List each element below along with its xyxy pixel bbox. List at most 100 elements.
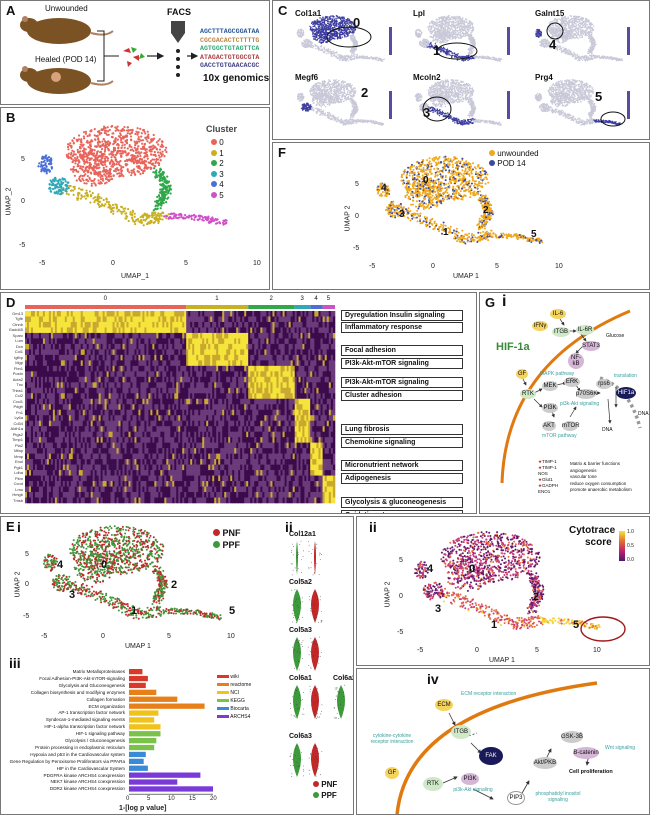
feature-point (310, 42, 312, 44)
feature-point (468, 37, 470, 39)
feature-point (449, 24, 451, 27)
feature-point (329, 38, 331, 41)
umap-point (155, 171, 158, 175)
feature-point (456, 56, 459, 59)
umap-point (84, 197, 87, 200)
feature-point (325, 30, 327, 32)
feature-point (352, 30, 355, 32)
feature-point (435, 18, 437, 21)
feature-point (449, 35, 452, 37)
umap-point (107, 133, 110, 136)
feature-colorbar (389, 27, 392, 55)
feature-point (447, 23, 450, 25)
umap-point (58, 188, 61, 192)
feature-point (443, 34, 446, 36)
feature-point (321, 39, 323, 41)
genomics-label: 10x genomics (203, 73, 269, 84)
umap-point (85, 182, 88, 185)
umap-point (79, 153, 82, 156)
umap-point (73, 174, 76, 177)
feature-point (349, 19, 351, 22)
umap-point (83, 182, 86, 185)
umap-point (51, 187, 55, 191)
umap-point (72, 165, 75, 168)
feature-point (323, 47, 325, 49)
feature-point (334, 24, 336, 26)
feature-point (343, 16, 345, 18)
feature-point (353, 37, 355, 39)
feature-point (340, 37, 342, 40)
feature-point (454, 24, 456, 26)
umap-point (105, 176, 108, 179)
feature-point (339, 24, 341, 26)
feature-point (320, 41, 323, 43)
feature-point (347, 28, 350, 30)
umap-point (158, 198, 161, 202)
feature-point (297, 30, 299, 32)
feature-point (356, 53, 358, 56)
feature-point (326, 22, 329, 25)
feature-point (473, 57, 475, 60)
feature-point (351, 31, 354, 33)
feature-point (304, 41, 307, 44)
feature-point (298, 29, 300, 31)
umap-point (129, 135, 133, 138)
umap-point (139, 154, 142, 158)
feature-point (453, 18, 455, 20)
feature-point (312, 25, 314, 28)
umap-point (155, 173, 158, 177)
feature-point (436, 32, 439, 34)
feature-point (434, 37, 437, 39)
feature-point (297, 33, 299, 36)
feature-point (347, 35, 349, 37)
feature-point (323, 23, 325, 25)
feature-point (447, 27, 449, 29)
umap-point (148, 141, 151, 144)
feature-point (336, 51, 338, 53)
umap-point (73, 156, 77, 160)
feature-point (434, 21, 437, 24)
feature-point (318, 20, 320, 22)
umap-point (163, 190, 166, 194)
umap-point (124, 150, 127, 153)
feature-point (464, 35, 467, 37)
feature-point (444, 22, 446, 24)
umap-point (130, 174, 133, 177)
umap-point (139, 139, 143, 142)
sequence-line: AGTGGCTGTAGTTCA (200, 45, 259, 54)
feature-point (429, 22, 431, 24)
umap-point (110, 177, 114, 181)
feature-point (347, 60, 349, 62)
feature-point (471, 57, 474, 60)
umap-point (76, 198, 79, 201)
feature-point (316, 45, 318, 47)
umap-point (90, 152, 93, 155)
feature-point (553, 19, 555, 22)
feature-point (438, 23, 440, 26)
umap-point (68, 184, 71, 188)
feature-point (318, 49, 320, 51)
umap-point (190, 215, 193, 218)
feature-point (431, 20, 434, 23)
feature-point (343, 17, 346, 20)
umap-point (123, 125, 126, 129)
feature-point (442, 40, 445, 42)
umap-point (140, 132, 143, 135)
feature-point (315, 35, 317, 37)
umap-point (50, 166, 54, 169)
umap-point (41, 164, 44, 167)
feature-point (434, 27, 436, 30)
feature-point (329, 49, 332, 51)
feature-point (323, 29, 325, 31)
feature-point (448, 36, 451, 39)
umap-point (117, 163, 120, 166)
feature-point (443, 50, 446, 52)
umap-point (115, 206, 118, 209)
umap-point (104, 143, 108, 146)
umap-point (146, 140, 149, 143)
umap-point (87, 170, 90, 174)
feature-point (375, 58, 377, 60)
feature-point (351, 53, 353, 55)
umap-point (81, 154, 84, 157)
feature-point (334, 56, 337, 58)
